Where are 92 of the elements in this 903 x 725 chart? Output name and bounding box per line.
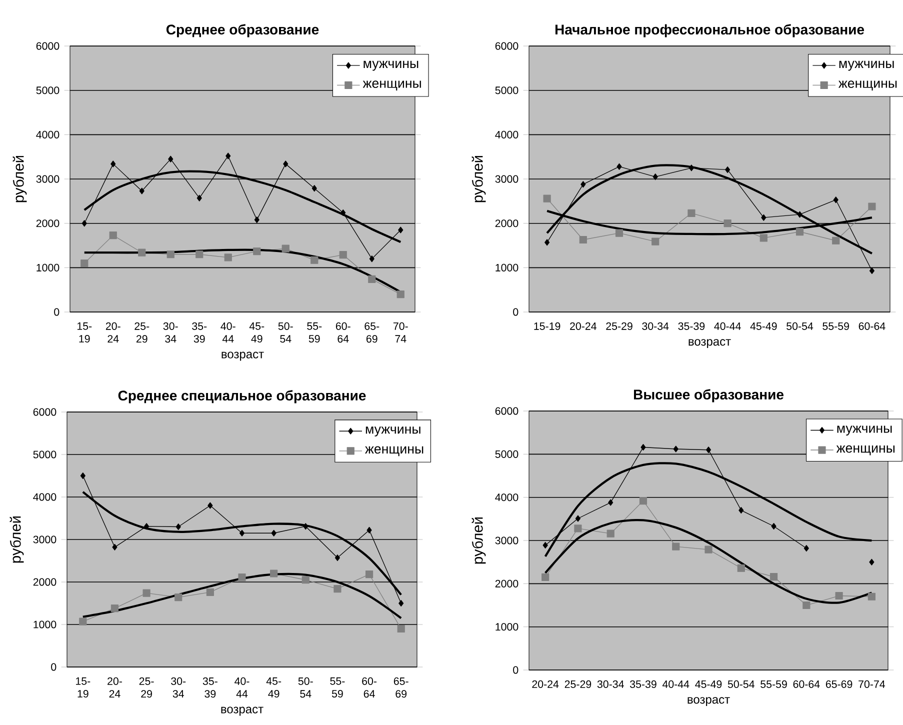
- y-tick-label: 5000: [495, 450, 518, 458]
- legend-label: женщины: [362, 80, 421, 90]
- y-tick-label: 0: [54, 308, 60, 316]
- x-tick-label: 20-24: [532, 680, 559, 688]
- y-tick-label: 1000: [496, 623, 518, 631]
- x-tick-label: 50-54: [728, 680, 754, 688]
- x-tick-label: 35-39: [192, 322, 207, 343]
- y-tick-label: 5000: [36, 86, 60, 94]
- x-tick-label: 65-69: [826, 680, 852, 688]
- x-tick-label: 25-29: [139, 677, 154, 698]
- x-axis-title: возраст: [688, 697, 730, 706]
- y-tick-label: 3000: [33, 536, 56, 544]
- x-tick-label: 20-24: [106, 322, 120, 343]
- x-tick-label: 40-44: [714, 322, 741, 330]
- x-tick-label: 60-64: [336, 322, 350, 343]
- legend-label: женщины: [365, 446, 424, 456]
- y-tick-label: 0: [51, 663, 56, 671]
- x-tick-label: 45-49: [695, 680, 722, 688]
- y-tick-label: 0: [513, 666, 518, 674]
- y-tick-label: 2000: [36, 220, 60, 228]
- x-tick-label: 70-74: [393, 322, 408, 343]
- chart-title: Среднее образование: [166, 24, 319, 38]
- y-tick-label: 0: [513, 308, 518, 316]
- x-tick-label: 55-59: [307, 322, 322, 343]
- x-tick-label: 35-39: [678, 322, 705, 330]
- y-tick-label: 6000: [495, 42, 518, 50]
- x-tick-label: 35-39: [630, 680, 656, 688]
- legend-label: мужчины: [837, 426, 892, 436]
- x-tick-label: 55-59: [760, 680, 787, 688]
- y-tick-label: 4000: [36, 130, 60, 138]
- x-tick-label: 45-49: [249, 322, 264, 343]
- chart-title: Высшее образование: [634, 389, 784, 402]
- x-tick-label: 60-64: [858, 322, 886, 330]
- chart-title: Среднее специальное образование: [118, 390, 366, 404]
- legend-label: мужчины: [364, 60, 418, 71]
- x-tick-label: 30-34: [171, 677, 186, 698]
- chart-title: Начальное профессиональное образование: [555, 24, 864, 38]
- x-tick-label: 55-59: [330, 677, 345, 698]
- x-tick-label: 30-34: [163, 322, 178, 343]
- y-tick-label: 2000: [495, 580, 518, 588]
- x-tick-label: 50-54: [278, 322, 293, 343]
- y-tick-label: 6000: [33, 408, 56, 416]
- y-axis-title: рублей: [472, 517, 486, 564]
- x-tick-label: 60-64: [793, 680, 820, 688]
- y-tick-label: 3000: [495, 175, 518, 183]
- y-tick-label: 1000: [496, 264, 518, 272]
- x-tick-label: 35-39: [202, 677, 218, 698]
- y-axis-title: рублей: [472, 156, 486, 202]
- x-tick-label: 30-34: [597, 680, 624, 688]
- y-axis-title: рублей: [10, 516, 24, 563]
- x-tick-label: 60-64: [362, 677, 377, 698]
- x-tick-label: 65-69: [394, 677, 408, 698]
- x-tick-label: 15-19: [534, 322, 560, 330]
- y-tick-label: 4000: [495, 130, 518, 138]
- x-axis-title: возраст: [222, 352, 264, 361]
- y-tick-label: 6000: [36, 42, 60, 50]
- x-tick-label: 65-69: [364, 322, 380, 343]
- legend-label: женщины: [838, 80, 897, 90]
- legend-label: мужчины: [839, 60, 894, 71]
- y-tick-label: 3000: [495, 536, 518, 544]
- y-tick-label: 6000: [495, 407, 518, 415]
- y-tick-label: 2000: [495, 220, 518, 228]
- y-tick-label: 1000: [34, 620, 56, 628]
- x-tick-label: 45-49: [266, 677, 282, 698]
- x-tick-label: 15-19: [77, 322, 92, 343]
- x-tick-label: 40-44: [662, 680, 690, 688]
- y-axis-title: рублей: [12, 156, 27, 202]
- x-tick-label: 55-59: [822, 322, 849, 330]
- x-tick-label: 25-29: [134, 322, 150, 343]
- x-axis-title: возраст: [688, 339, 731, 348]
- legend-label: мужчины: [366, 426, 420, 436]
- x-tick-label: 15-19: [76, 677, 90, 698]
- y-tick-label: 1000: [36, 264, 60, 272]
- y-tick-label: 2000: [33, 578, 56, 586]
- x-tick-label: 70-74: [858, 680, 886, 688]
- x-axis-title: возраст: [221, 706, 264, 716]
- y-tick-label: 5000: [33, 450, 56, 458]
- x-tick-label: 40-44: [234, 677, 250, 698]
- x-tick-label: 45-49: [750, 322, 777, 330]
- y-tick-label: 5000: [495, 86, 518, 94]
- y-tick-label: 4000: [33, 493, 56, 501]
- x-tick-label: 50-54: [298, 677, 313, 698]
- x-tick-label: 25-29: [564, 680, 592, 688]
- x-tick-label: 20-24: [570, 322, 596, 330]
- x-tick-label: 30-34: [642, 322, 669, 330]
- x-tick-label: 50-54: [786, 322, 814, 330]
- y-tick-label: 4000: [495, 494, 518, 502]
- legend-label: женщины: [836, 445, 895, 456]
- x-tick-label: 25-29: [606, 322, 632, 330]
- x-tick-label: 20-24: [108, 677, 122, 698]
- y-tick-label: 3000: [36, 175, 60, 183]
- x-tick-label: 40-44: [220, 322, 236, 343]
